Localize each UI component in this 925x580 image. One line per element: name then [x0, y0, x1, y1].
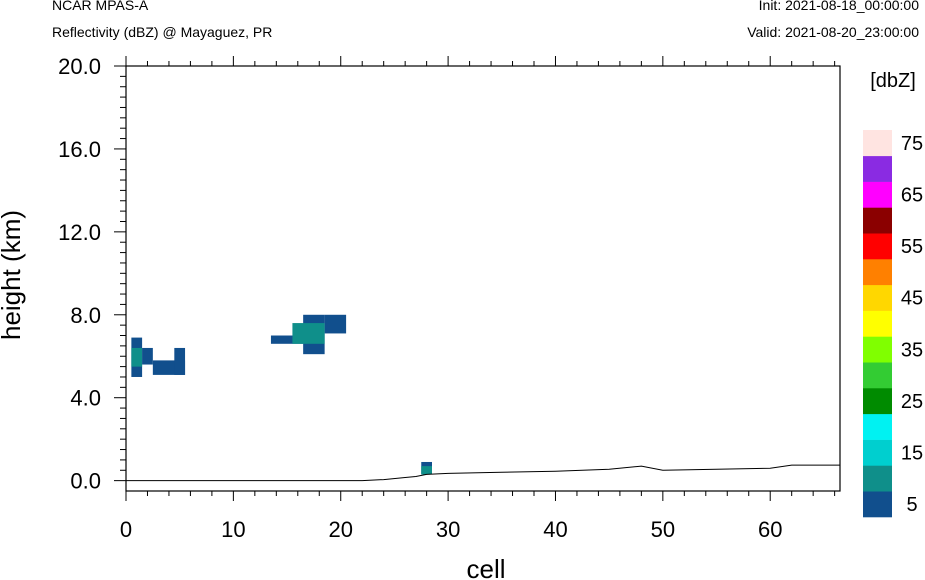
field-subtitle: Reflectivity (dBZ) @ Mayaguez, PR — [52, 24, 273, 40]
y-tick-label: 12.0 — [58, 220, 101, 245]
x-tick-label: 30 — [436, 517, 460, 542]
colorbar-swatch — [863, 155, 892, 182]
colorbar-label: 35 — [901, 339, 923, 361]
terrain-line — [126, 464, 840, 482]
y-tick-label: 4.0 — [70, 386, 101, 411]
reflectivity-cells — [131, 314, 432, 475]
colorbar-label: 5 — [906, 494, 917, 516]
colorbar-swatch — [863, 233, 892, 260]
colorbar-swatch — [863, 388, 892, 415]
x-tick-label: 50 — [651, 517, 675, 542]
x-tick-label: 20 — [328, 517, 352, 542]
reflectivity-cell — [324, 314, 347, 334]
y-axis-ticks: 0.0 4.0 8.0 12.0 16.0 20.0 — [58, 54, 126, 494]
reflectivity-cell — [131, 347, 143, 367]
colorbar-swatch — [863, 181, 892, 208]
plot-frame — [125, 65, 841, 492]
x-tick-label: 60 — [758, 517, 782, 542]
colorbar-swatch — [863, 259, 892, 286]
colorbar-label: 45 — [901, 288, 923, 310]
model-title: NCAR MPAS-A — [52, 0, 149, 13]
reflectivity-cell — [142, 347, 153, 365]
colorbar: 5 15 25 35 45 55 65 75 — [863, 130, 923, 518]
x-axis-ticks: 0 10 20 30 40 50 60 — [120, 56, 836, 542]
colorbar-swatch — [863, 362, 892, 389]
y-axis-label: height (km) — [0, 210, 26, 340]
colorbar-swatch — [863, 439, 892, 466]
colorbar-label: 25 — [901, 391, 923, 413]
x-tick-label: 0 — [120, 517, 132, 542]
terrain-height-line — [126, 464, 840, 482]
colorbar-swatch — [863, 284, 892, 311]
colorbar-swatch — [863, 491, 892, 518]
x-tick-label: 10 — [221, 517, 245, 542]
colorbar-label: 55 — [901, 236, 923, 258]
y-tick-label: 0.0 — [70, 469, 101, 494]
reflectivity-cell — [270, 335, 304, 344]
colorbar-swatch — [863, 336, 892, 363]
colorbar-label: 65 — [901, 185, 923, 207]
y-tick-label: 16.0 — [58, 137, 101, 162]
x-tick-label: 40 — [543, 517, 567, 542]
valid-time: Valid: 2021-08-20_23:00:00 — [747, 24, 919, 40]
colorbar-label: 15 — [901, 443, 923, 465]
y-tick-label: 20.0 — [58, 54, 101, 79]
reflectivity-cell — [174, 347, 186, 375]
y-tick-label: 8.0 — [70, 303, 101, 328]
colorbar-swatch — [863, 465, 892, 492]
colorbar-swatch — [863, 310, 892, 337]
x-axis-label: cell — [466, 554, 505, 580]
reflectivity-cell — [292, 323, 325, 344]
init-time: Init: 2021-08-18_00:00:00 — [758, 0, 919, 13]
colorbar-label: 75 — [901, 133, 923, 155]
colorbar-swatch — [863, 413, 892, 440]
colorbar-swatch — [863, 207, 892, 234]
reflectivity-cell — [421, 466, 432, 475]
colorbar-swatch — [863, 130, 892, 157]
colorbar-title: [dbZ] — [870, 70, 916, 92]
